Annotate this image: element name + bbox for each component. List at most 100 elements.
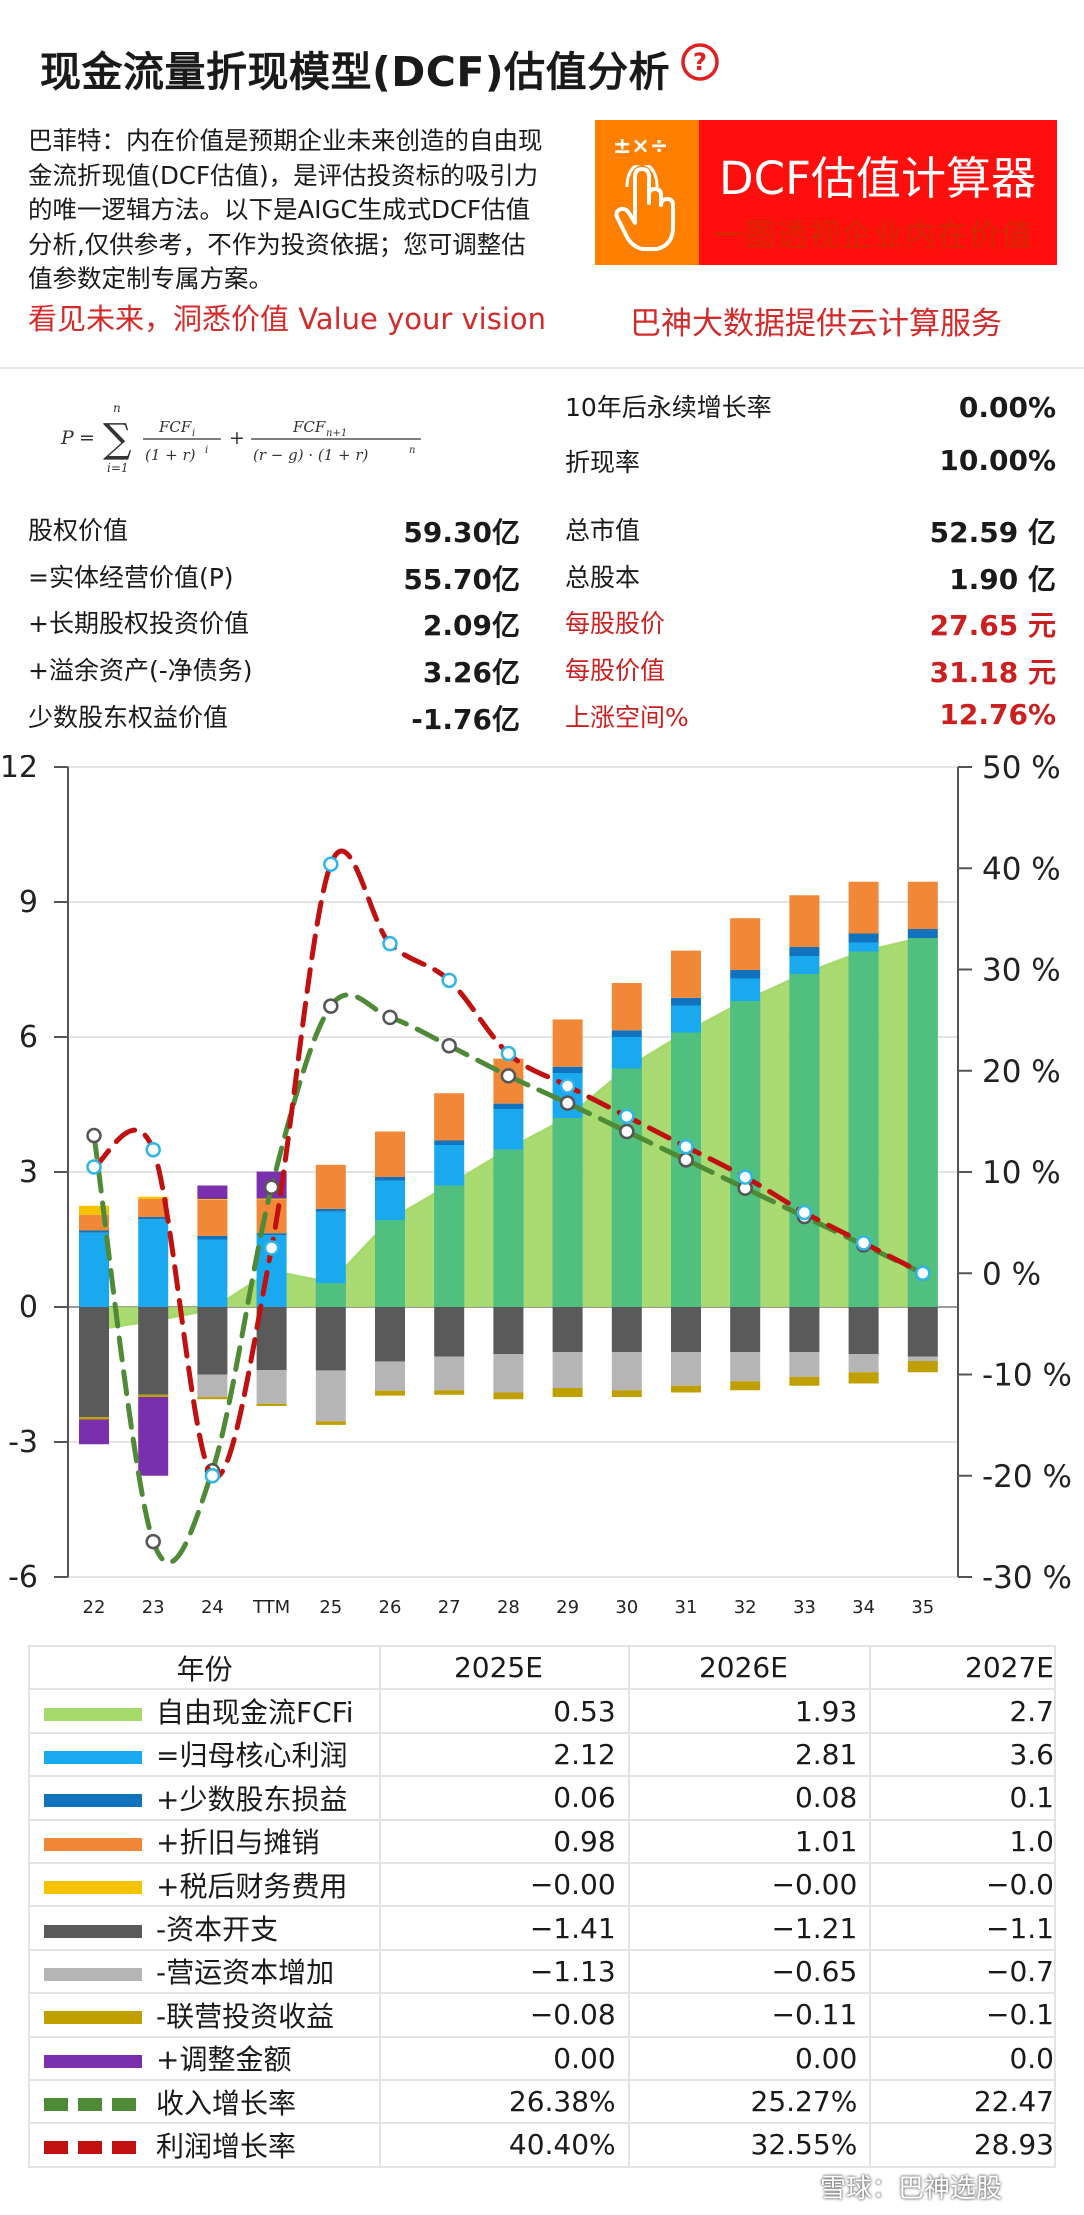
equity-value: 59.30亿 — [403, 516, 520, 549]
intro-text: 巴菲特：内在价值是预期企业未来创造的自由现金流折现值(DCF估值)，是评估投资标… — [28, 126, 543, 293]
legend-swatch — [44, 2141, 142, 2155]
y-tick-label: -3 — [8, 1425, 38, 1460]
banner-title: DCF估值计算器 — [719, 152, 1036, 205]
bar-capex — [907, 1307, 938, 1357]
row-label: =归母核心利润 — [28, 1731, 382, 1778]
bar-assoc — [552, 1388, 583, 1397]
bar-assoc — [671, 1385, 701, 1393]
table-row: =归母核心利润 2.12 2.81 3.6 — [28, 1731, 1056, 1778]
bar-capex — [79, 1307, 109, 1418]
slogan-right: 巴神大数据提供云计算服务 — [630, 306, 1002, 342]
table-cell: 25.27% — [627, 2078, 872, 2125]
bar-minority — [789, 947, 820, 956]
bar-capex — [375, 1307, 405, 1362]
bar-wc — [552, 1352, 583, 1388]
year-2026-header: 2026E — [627, 1645, 872, 1691]
bar-capex — [434, 1307, 465, 1357]
svg-text:i: i — [192, 428, 195, 439]
y2-tick-label: 30 % — [982, 953, 1061, 989]
bar-fcf — [552, 1118, 583, 1307]
table-row: 利润增长率 40.40% 32.55% 28.93 — [28, 2122, 1056, 2168]
bar-fin — [138, 1196, 169, 1199]
bar-capex — [493, 1307, 524, 1355]
row-label-text: +税后财务费用 — [156, 1869, 348, 1903]
page-title: 现金流量折现模型(DCF)估值分析 — [40, 48, 671, 96]
y2-tick-label: 20 % — [982, 1054, 1061, 1090]
table-row: -联营投资收益 −0.08 −0.11 −0.1 — [28, 1992, 1056, 2038]
minority-interest-label: 少数股东权益价值 — [28, 703, 229, 732]
bar-assoc — [315, 1421, 346, 1425]
dcf-calculator-banner[interactable]: ±×÷ DCF估值计算器 一图透视企业内在价值 — [595, 120, 1057, 265]
rev_growth-point — [323, 998, 339, 1014]
bar-dep — [848, 881, 879, 934]
svg-text:=: = — [79, 427, 95, 449]
bar-fin — [197, 1199, 228, 1200]
discount-rate-label: 折现率 — [565, 448, 641, 477]
table-cell: 26.38% — [379, 2078, 630, 2125]
y-tick-label: 3 — [19, 1155, 38, 1190]
perpetual-growth-value[interactable]: 0.00% — [958, 391, 1056, 424]
table-cell: 0.08 — [627, 1775, 872, 1821]
y-tick-label: 9 — [19, 885, 38, 920]
bar-minority — [197, 1235, 228, 1240]
table-cell: −1.41 — [379, 1905, 630, 1951]
section-divider — [0, 367, 1084, 369]
bar-wc — [315, 1370, 346, 1422]
bar-fin — [79, 1205, 109, 1215]
bar-dep — [671, 950, 701, 998]
lt-equity-investment-value: 2.09亿 — [422, 609, 520, 642]
bar-minority — [138, 1217, 169, 1220]
profit_growth-point — [323, 856, 339, 872]
bar-fcf — [730, 1001, 761, 1307]
bar-dep — [315, 1164, 346, 1209]
bar-adj — [79, 1419, 109, 1445]
operating-value-label: =实体经营价值(P) — [28, 563, 234, 592]
table-row: -资本开支 −1.41 −1.21 −1.1 — [28, 1905, 1056, 1951]
row-label-text: +少数股东损益 — [156, 1782, 348, 1816]
per-share-value-label: 每股价值 — [565, 656, 666, 685]
row-label: -联营投资收益 — [28, 1992, 382, 2038]
y-tick-label: -6 — [8, 1560, 38, 1595]
bar-minority — [552, 1066, 583, 1073]
bar-fcf — [434, 1185, 465, 1307]
bar-assoc — [434, 1390, 465, 1395]
total-shares-value: 1.90 亿 — [949, 563, 1056, 596]
table-cell: 1.01 — [627, 1818, 872, 1864]
table-cell: −1.21 — [627, 1905, 872, 1951]
bar-wc — [197, 1374, 228, 1397]
year-2025-header: 2025E — [379, 1645, 630, 1691]
rev_growth-point — [382, 1009, 398, 1026]
minority-interest-value: -1.76亿 — [411, 703, 520, 736]
bar-wc — [493, 1354, 524, 1393]
svg-text:i=1: i=1 — [107, 461, 129, 475]
svg-text:i: i — [205, 445, 208, 456]
legend-swatch — [44, 1837, 142, 1851]
profit_growth-point — [915, 1265, 931, 1281]
table-cell: −0.7 — [869, 1948, 1056, 1995]
table-row: 收入增长率 26.38% 25.27% 22.47 — [28, 2078, 1056, 2125]
bar-wc — [907, 1356, 938, 1361]
y2-tick-label: -20 % — [982, 1459, 1072, 1495]
table-cell: −0.00 — [379, 1861, 630, 1908]
table-cell: 0.00 — [627, 2035, 872, 2081]
perpetual-growth-label: 10年后永续增长率 — [565, 393, 772, 422]
legend-swatch — [44, 1967, 142, 1981]
share-price-value: 27.65 元 — [929, 609, 1056, 642]
y2-tick-label: 0 % — [982, 1256, 1041, 1292]
bar-capex — [848, 1307, 879, 1355]
profit_growth-point — [145, 1141, 161, 1158]
bar-dep — [197, 1199, 228, 1236]
bar-assoc — [848, 1372, 879, 1384]
discount-rate-value[interactable]: 10.00% — [939, 444, 1056, 477]
help-icon[interactable]: ? — [680, 42, 720, 82]
table-row: +折旧与摊销 0.98 1.01 1.0 — [28, 1818, 1056, 1864]
growth-lines-layer — [86, 848, 931, 1565]
x-tick-label: 30 — [615, 1597, 638, 1618]
bar-fcf — [611, 1068, 642, 1307]
bar-wc — [671, 1352, 701, 1386]
profit_growth-point — [737, 1169, 753, 1185]
bar-minority — [315, 1208, 346, 1212]
y-tick-label: 0 — [19, 1290, 38, 1325]
rev_growth-point — [86, 1127, 102, 1144]
calculator-hand-icon: ±×÷ — [595, 120, 699, 265]
